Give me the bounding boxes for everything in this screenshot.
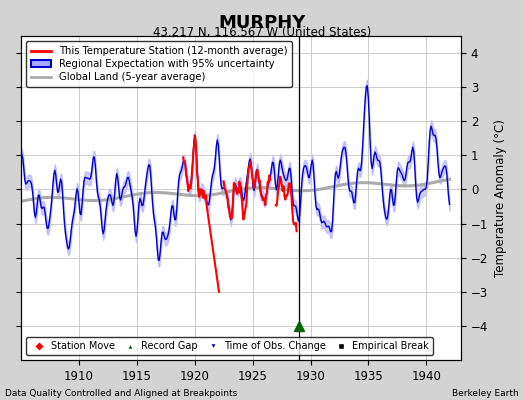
Text: Data Quality Controlled and Aligned at Breakpoints: Data Quality Controlled and Aligned at B… <box>5 389 237 398</box>
Legend: Station Move, Record Gap, Time of Obs. Change, Empirical Break: Station Move, Record Gap, Time of Obs. C… <box>26 337 433 355</box>
Text: MURPHY: MURPHY <box>219 14 305 32</box>
Text: 43.217 N, 116.567 W (United States): 43.217 N, 116.567 W (United States) <box>153 26 371 39</box>
Text: Berkeley Earth: Berkeley Earth <box>452 389 519 398</box>
Y-axis label: Temperature Anomaly (°C): Temperature Anomaly (°C) <box>494 119 507 277</box>
